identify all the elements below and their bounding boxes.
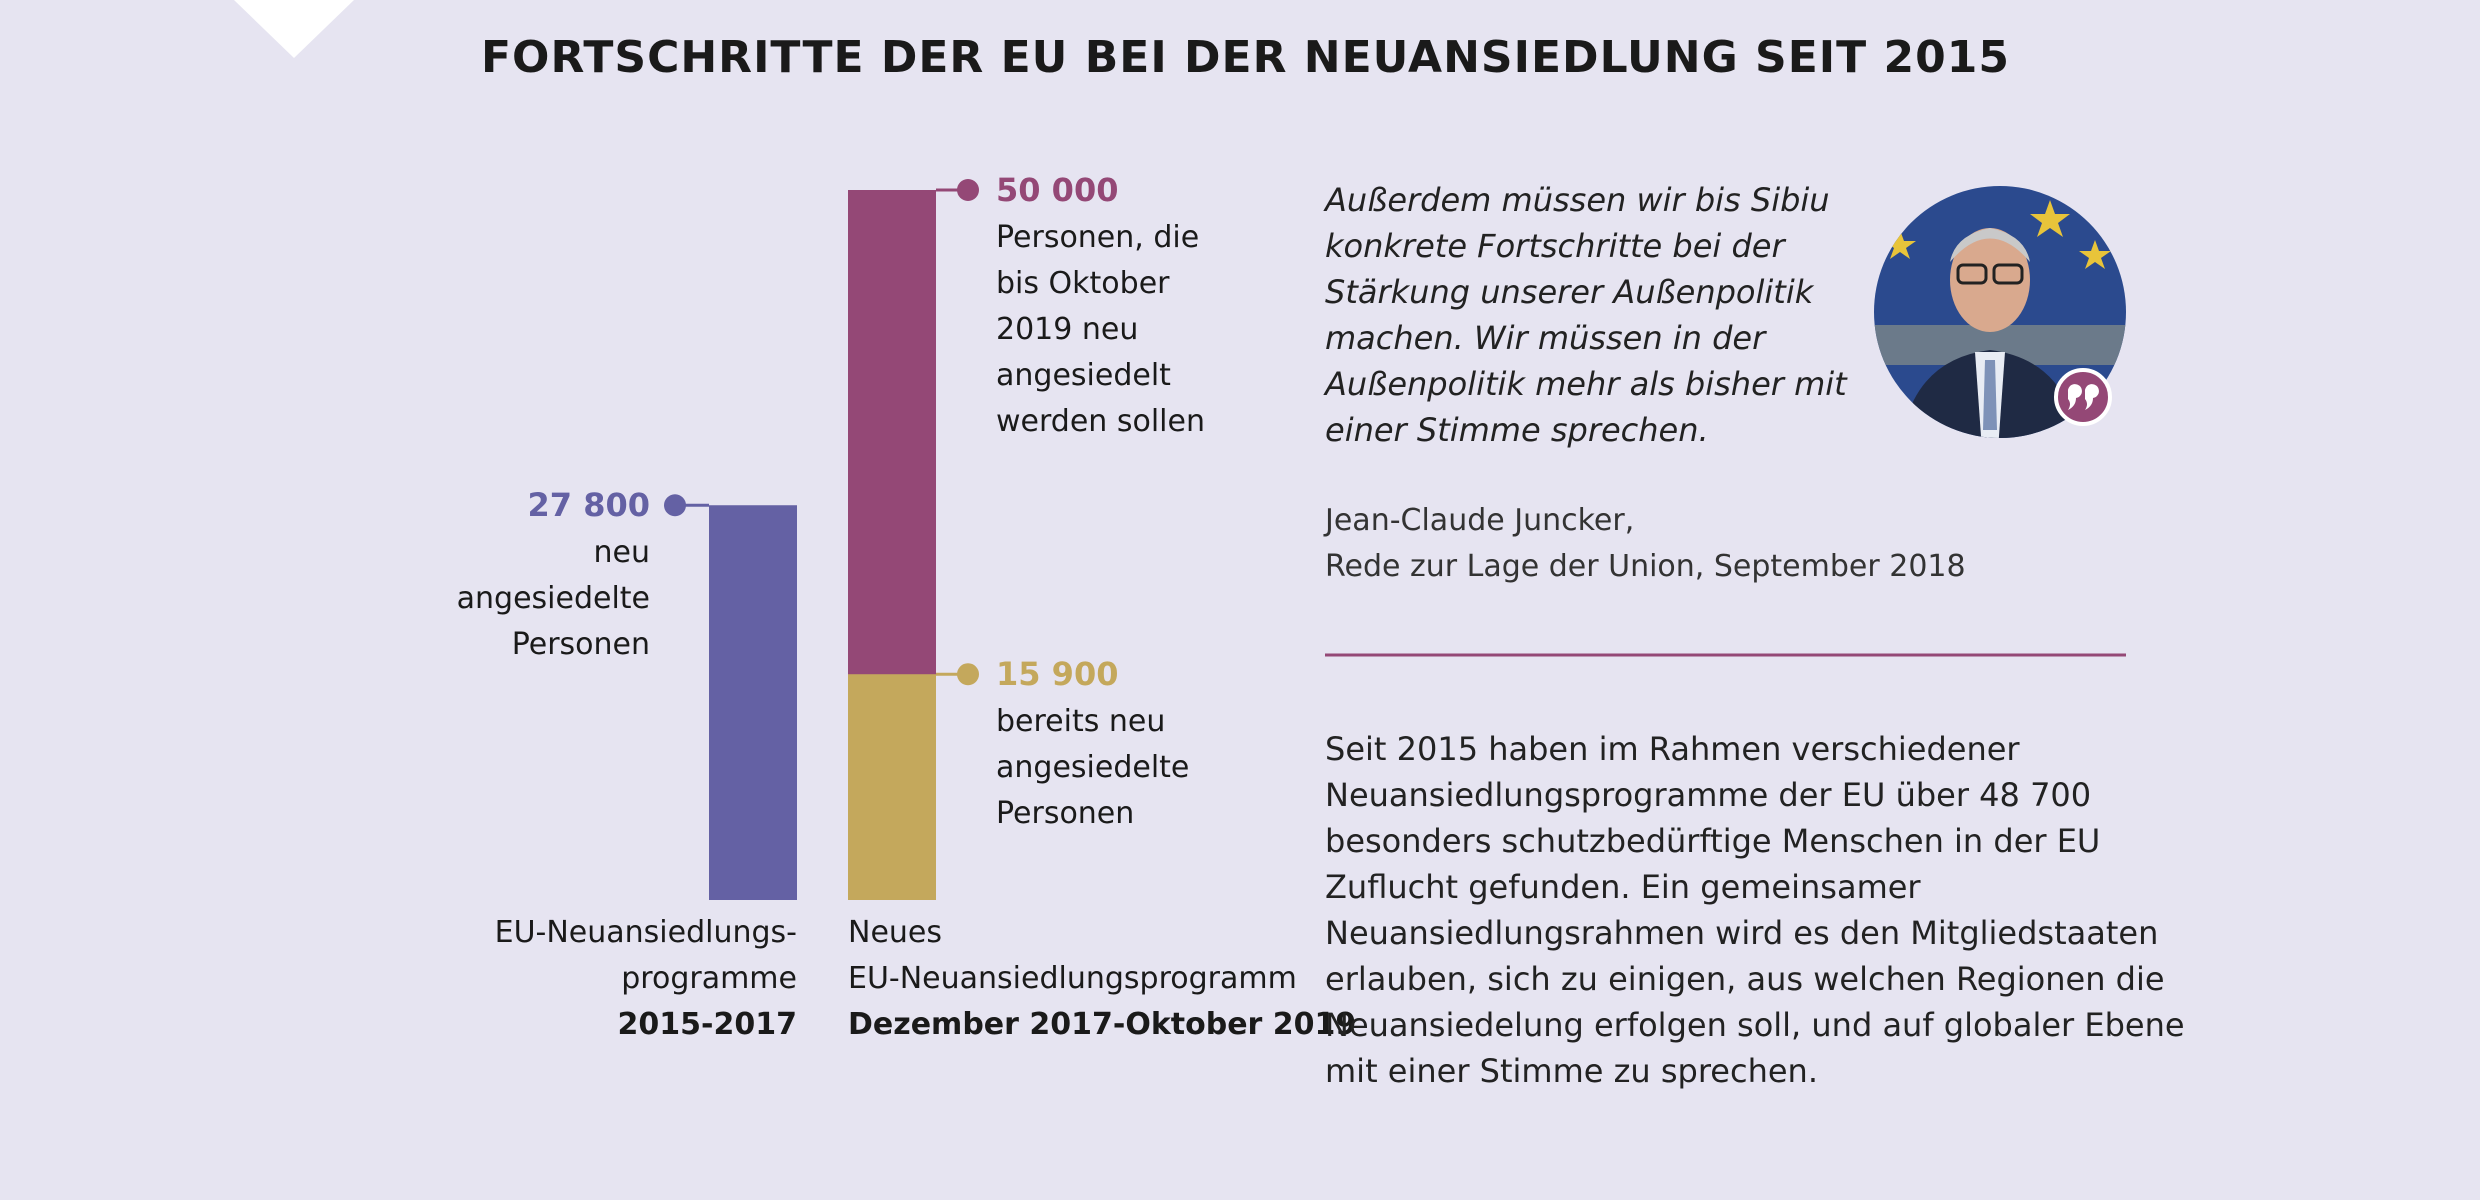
category-period: 2015-2017 bbox=[618, 1007, 797, 1042]
category-label: EU-Neuansiedlungsprogramm bbox=[848, 961, 1297, 996]
value-description: Personen, die bbox=[996, 220, 1199, 255]
category-label: programme bbox=[621, 961, 797, 996]
body-line: Neuansiedlungsprogramme der EU über 48 7… bbox=[1325, 776, 2091, 814]
value-description: angesiedelte bbox=[996, 750, 1189, 785]
quote-line: Außerdem müssen wir bis Sibiu bbox=[1323, 181, 1830, 219]
value-description: neu bbox=[594, 535, 650, 570]
quote-author: Jean-Claude Juncker, bbox=[1323, 503, 1634, 538]
leader-dot bbox=[957, 179, 979, 201]
value-label: 27 800 bbox=[528, 486, 650, 524]
value-description: Personen bbox=[996, 796, 1134, 831]
quote-line: konkrete Fortschritte bei der bbox=[1325, 227, 1786, 265]
leader-dot bbox=[957, 663, 979, 686]
value-description: 2019 neu bbox=[996, 312, 1138, 347]
value-description: angesiedelte bbox=[457, 581, 650, 616]
value-description: angesiedelt bbox=[996, 358, 1171, 393]
category-label: Neues bbox=[848, 915, 942, 950]
value-description: Personen bbox=[512, 627, 650, 662]
value-description: bis Oktober bbox=[996, 266, 1170, 301]
body-line: erlauben, sich zu einigen, aus welchen R… bbox=[1325, 960, 2165, 998]
quote-line: machen. Wir müssen in der bbox=[1325, 319, 1767, 357]
portrait bbox=[1874, 186, 2126, 438]
quote-line: Außenpolitik mehr als bisher mit bbox=[1323, 365, 1848, 403]
bar bbox=[709, 505, 797, 900]
value-label: 50 000 bbox=[996, 171, 1118, 209]
body-line: besonders schutzbedürftige Menschen in d… bbox=[1325, 822, 2100, 860]
quote-line: Stärkung unserer Außenpolitik bbox=[1325, 273, 1815, 311]
value-description: werden sollen bbox=[996, 404, 1205, 439]
body-line: Seit 2015 haben im Rahmen verschiedener bbox=[1325, 730, 2020, 768]
leader-dot bbox=[664, 494, 686, 517]
category-period: Dezember 2017-Oktober 2019 bbox=[848, 1007, 1356, 1042]
body-line: mit einer Stimme zu sprechen. bbox=[1325, 1052, 1818, 1090]
body-line: Neuansiedelung erfolgen soll, und auf gl… bbox=[1325, 1006, 2185, 1044]
chart-title: FORTSCHRITTE DER EU BEI DER NEUANSIEDLUN… bbox=[481, 32, 2010, 83]
value-label: 15 900 bbox=[996, 655, 1118, 693]
body-line: Neuansiedlungsrahmen wird es den Mitglie… bbox=[1325, 914, 2158, 952]
bar bbox=[848, 674, 936, 900]
body-line: Zuflucht gefunden. Ein gemeinsamer bbox=[1325, 868, 1921, 906]
corner-notch bbox=[234, 0, 354, 58]
quote-line: einer Stimme sprechen. bbox=[1325, 411, 1709, 449]
value-description: bereits neu bbox=[996, 704, 1165, 739]
quote-source: Rede zur Lage der Union, September 2018 bbox=[1325, 549, 1966, 584]
category-label: EU-Neuansiedlungs- bbox=[495, 915, 797, 950]
